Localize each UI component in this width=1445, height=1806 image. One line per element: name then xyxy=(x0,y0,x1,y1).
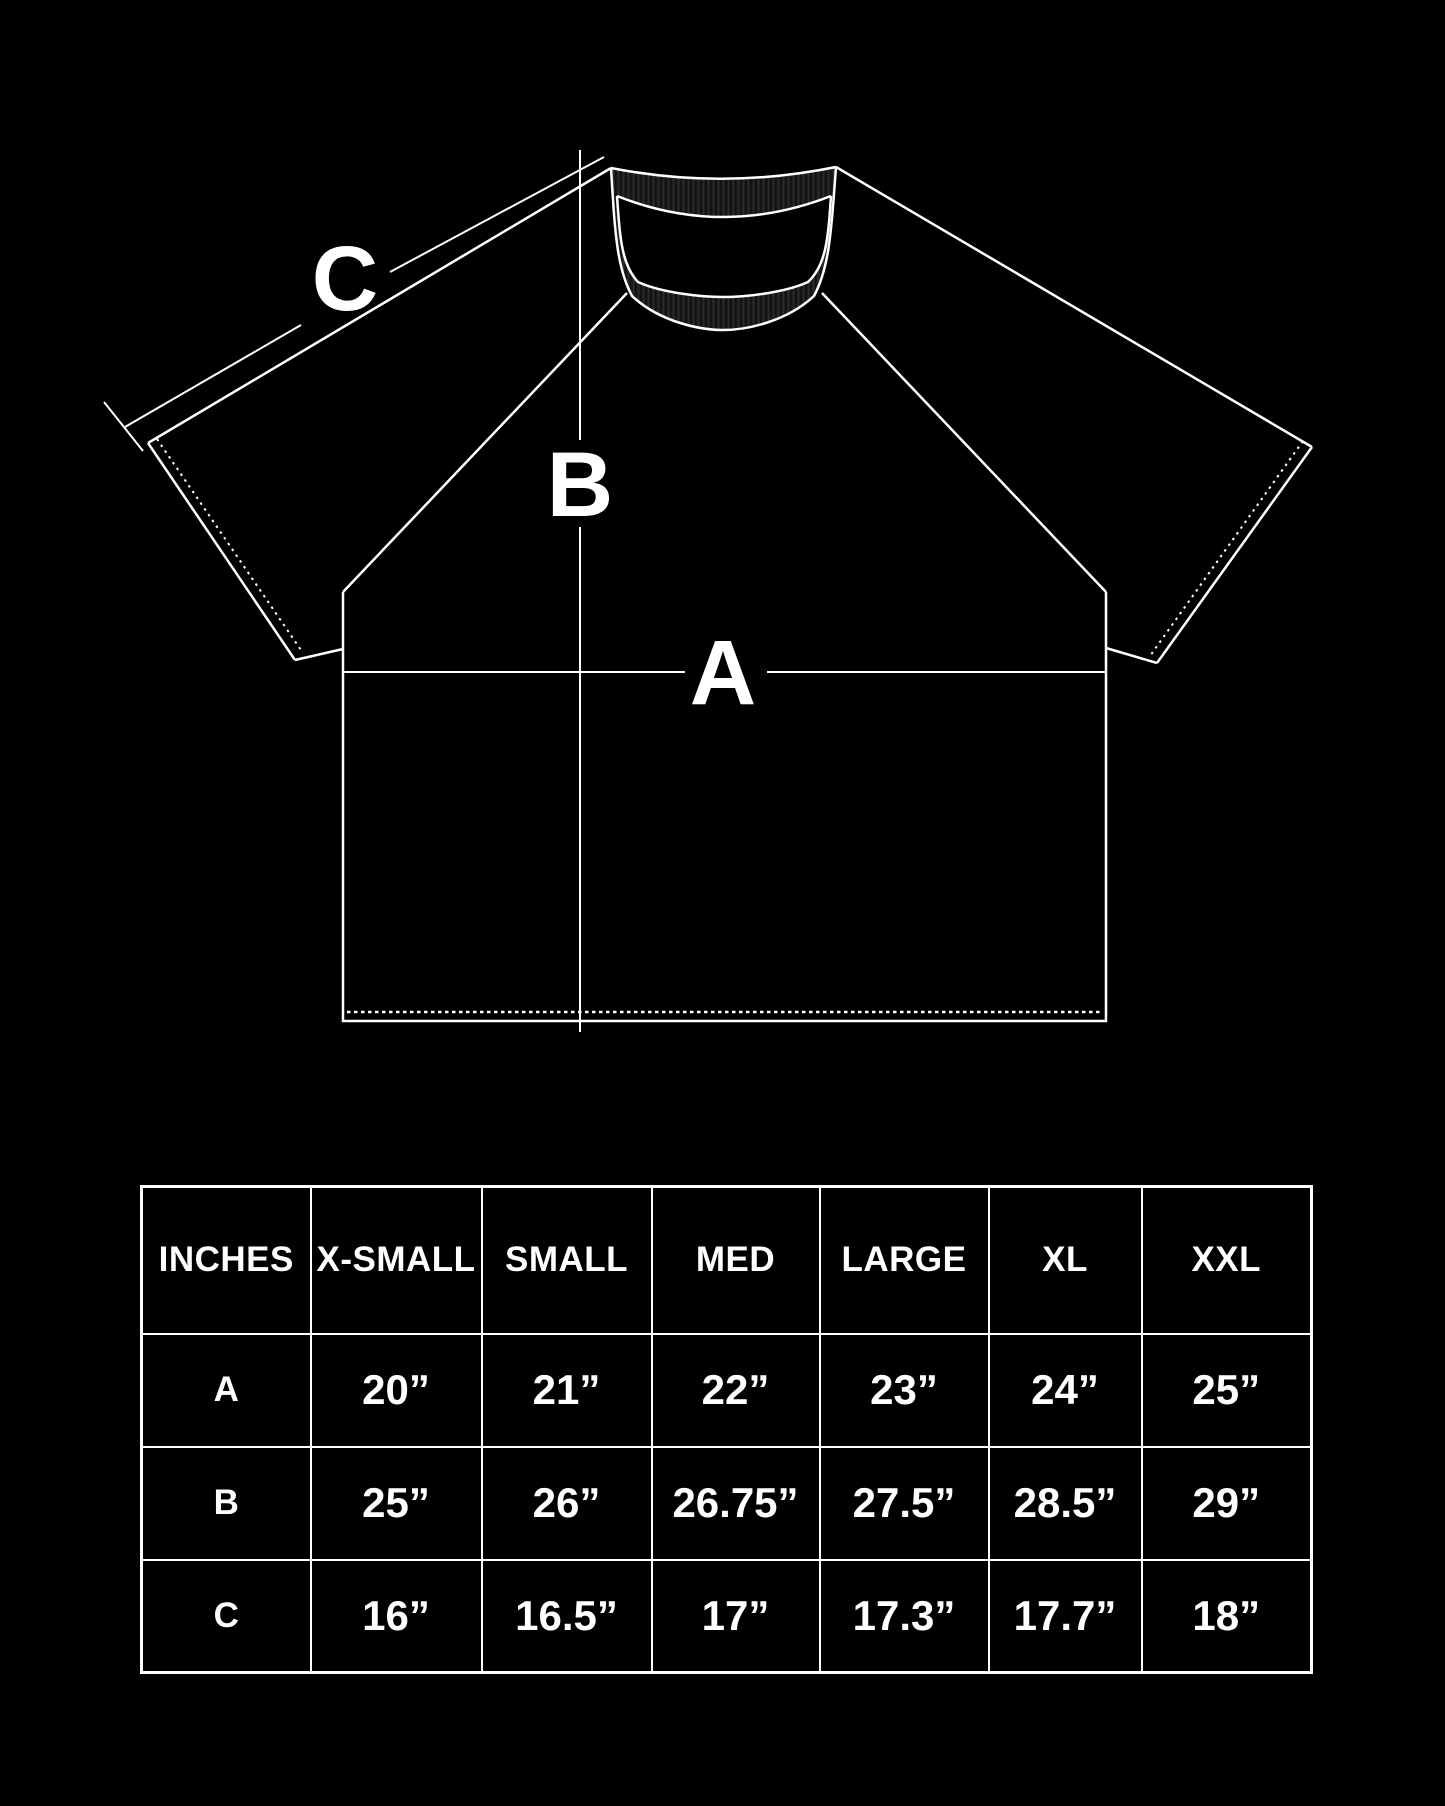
collar-inner-neckline-curve xyxy=(615,195,833,299)
collar-back-bottom-edge xyxy=(616,194,832,219)
size-value-c-med: 17” xyxy=(650,1558,821,1674)
measurement-line-c xyxy=(124,156,605,428)
header-cell-xl: XL xyxy=(987,1185,1143,1335)
measurement-label-b: B xyxy=(547,434,613,536)
measurement-lines xyxy=(103,150,1106,1032)
row-label-a: A xyxy=(140,1332,312,1448)
body-outline xyxy=(341,592,1108,1023)
header-cell-med: MED xyxy=(650,1185,821,1335)
left-sleeve xyxy=(146,166,612,662)
size-value-b-med: 26.75” xyxy=(650,1445,821,1561)
right-cuff-stitch-dotted-line xyxy=(1149,440,1304,657)
size-value-b-xl: 28.5” xyxy=(987,1445,1143,1561)
size-value-c-xsmall: 16” xyxy=(309,1558,483,1674)
size-value-b-large: 27.5” xyxy=(818,1445,990,1561)
collar-outer-curve xyxy=(609,166,838,332)
row-label-b: B xyxy=(140,1445,312,1561)
header-cell-large: LARGE xyxy=(818,1185,990,1335)
size-value-c-xxl: 18” xyxy=(1140,1558,1313,1674)
size-value-a-large: 23” xyxy=(818,1332,990,1448)
collar xyxy=(609,165,838,332)
size-chart-table: INCHES X-SMALL SMALL MED LARGE XL XXL A … xyxy=(140,1185,1313,1674)
right-sleeve-underseam xyxy=(1105,646,1158,665)
header-cell-small: SMALL xyxy=(480,1185,653,1335)
right-raglan-seam xyxy=(821,292,1107,593)
left-sleeve-top-seam xyxy=(147,166,612,445)
header-cell-units: INCHES xyxy=(140,1185,312,1335)
size-chart-row-b: B 25” 26” 26.75” 27.5” 28.5” 29” xyxy=(140,1445,1313,1561)
size-value-a-small: 21” xyxy=(480,1332,653,1448)
right-sleeve-top-seam xyxy=(835,165,1313,449)
size-value-c-small: 16.5” xyxy=(480,1558,653,1674)
size-value-c-large: 17.3” xyxy=(818,1558,990,1674)
right-sleeve xyxy=(835,165,1314,665)
size-value-a-xl: 24” xyxy=(987,1332,1143,1448)
collar-rib-fill xyxy=(611,167,836,330)
left-cuff-stitch-dotted-line xyxy=(156,438,304,654)
collar-back-top-edge xyxy=(610,165,837,180)
tshirt-outline xyxy=(146,165,1314,1023)
measurement-line-c-end-tick xyxy=(103,401,144,452)
left-sleeve-cuff-edge xyxy=(146,442,297,661)
right-sleeve-cuff-edge xyxy=(1155,446,1314,664)
size-value-a-med: 22” xyxy=(650,1332,821,1448)
header-cell-xxl: XXL xyxy=(1140,1185,1313,1335)
size-value-c-xl: 17.7” xyxy=(987,1558,1143,1674)
header-cell-xsmall: X-SMALL xyxy=(309,1185,483,1335)
measurement-label-a: A xyxy=(690,622,756,724)
size-chart-row-a: A 20” 21” 22” 23” 24” 25” xyxy=(140,1332,1313,1448)
size-value-b-xsmall: 25” xyxy=(309,1445,483,1561)
row-label-c: C xyxy=(140,1558,312,1674)
measurement-label-c: C xyxy=(312,228,378,330)
size-value-b-small: 26” xyxy=(480,1445,653,1561)
size-value-a-xsmall: 20” xyxy=(309,1332,483,1448)
size-chart-row-c: C 16” 16.5” 17” 17.3” 17.7” 18” xyxy=(140,1558,1313,1674)
size-chart-header-row: INCHES X-SMALL SMALL MED LARGE XL XXL xyxy=(140,1185,1313,1335)
left-sleeve-underseam xyxy=(294,647,344,662)
size-value-a-xxl: 25” xyxy=(1140,1332,1313,1448)
size-value-b-xxl: 29” xyxy=(1140,1445,1313,1561)
